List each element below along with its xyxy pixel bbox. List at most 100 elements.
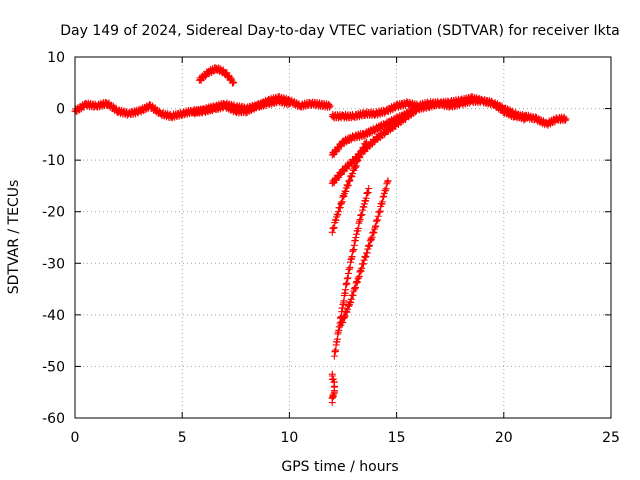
data-point-interp [353, 278, 361, 286]
y-tick-label: 10 [47, 50, 65, 66]
data-point-interp [356, 154, 364, 162]
data-points [71, 64, 570, 407]
x-tick-label: 20 [495, 430, 513, 446]
series-track-outliers [328, 370, 338, 407]
y-tick-label: -20 [42, 205, 65, 221]
data-point-interp [342, 187, 350, 195]
data-point-interp [364, 189, 372, 197]
data-point-interp [285, 100, 293, 108]
data-point [328, 370, 336, 378]
data-point-interp [361, 253, 369, 261]
data-point-interp [363, 249, 371, 257]
x-tick-label: 5 [178, 430, 187, 446]
data-point [326, 102, 334, 110]
data-point-interp [372, 217, 380, 225]
data-point-interp [360, 260, 368, 268]
data-point-interp [362, 252, 370, 260]
data-point-interp [326, 103, 334, 111]
data-point-interp [374, 216, 382, 224]
data-point-interp [356, 217, 364, 225]
series-track-baseline-early [71, 93, 334, 122]
data-point [521, 115, 529, 123]
y-tick-label: -30 [42, 256, 65, 272]
data-point-interp [343, 308, 351, 316]
data-point-interp [337, 142, 345, 150]
data-point-interp [356, 268, 364, 276]
data-point-interp [382, 185, 390, 193]
data-point-interp [362, 194, 370, 202]
data-point-interp [521, 114, 529, 122]
data-point-interp [337, 199, 345, 207]
y-axis-label: SDTVAR / TECUs [6, 180, 22, 295]
data-point-interp [365, 242, 373, 250]
data-point-interp [344, 181, 352, 189]
data-point-interp [351, 285, 359, 293]
data-point-interp [372, 222, 380, 230]
data-point-interp [334, 208, 342, 216]
data-point-interp [366, 241, 374, 249]
data-point-interp [355, 272, 363, 280]
data-point [380, 192, 388, 200]
data-point-interp [348, 173, 356, 181]
data-point-interp [368, 233, 376, 241]
data-point-interp [376, 207, 384, 215]
series-track-plunge-1 [328, 138, 371, 236]
data-point-interp [561, 116, 569, 124]
data-point-interp [345, 302, 353, 310]
data-point-interp [359, 206, 367, 214]
data-point-interp [337, 170, 345, 178]
data-point-interp [363, 189, 371, 197]
y-tick-label: -50 [42, 359, 65, 375]
series-track-plunge-3 [337, 177, 392, 329]
data-point [384, 177, 392, 185]
data-point-interp [355, 274, 363, 282]
data-point-interp [348, 170, 356, 178]
data-point-interp [383, 178, 391, 186]
data-point-interp [350, 284, 358, 292]
x-tick-label: 15 [388, 430, 406, 446]
data-point-interp [362, 197, 370, 205]
data-point-interp [344, 182, 352, 190]
data-point-interp [341, 312, 349, 320]
data-point-interp [352, 279, 360, 287]
data-point-interp [370, 229, 378, 237]
data-point-interp [358, 264, 366, 272]
data-point-interp [330, 224, 338, 232]
data-point-interp [229, 78, 237, 86]
data-point-interp [358, 211, 366, 219]
data-point-interp [354, 224, 362, 232]
data-point-interp [362, 141, 370, 149]
data-point [562, 115, 570, 123]
data-point-interp [346, 176, 354, 184]
data-point-interp [330, 223, 338, 231]
data-point-interp [360, 203, 368, 211]
series-track-hump [195, 64, 238, 87]
x-tick-label: 0 [71, 430, 80, 446]
data-point-interp [145, 101, 153, 109]
data-point-interp [367, 235, 375, 243]
x-tick-label: 25 [602, 430, 620, 446]
data-point-interp [347, 299, 355, 307]
data-point-interp [339, 318, 347, 326]
y-tick-label: -40 [42, 308, 65, 324]
data-point-interp [339, 193, 347, 201]
plot-frame [74, 56, 612, 419]
y-tick-label: 0 [56, 102, 65, 118]
data-point-interp [334, 211, 342, 219]
data-point-interp [349, 291, 357, 299]
data-point [365, 185, 373, 193]
data-point-interp [352, 163, 360, 171]
x-axis-label: GPS time / hours [281, 459, 398, 475]
data-point-interp [383, 180, 391, 188]
data-point [360, 200, 368, 208]
data-point-interp [352, 230, 360, 238]
y-tick-label: -10 [42, 153, 65, 169]
data-point-interp [352, 283, 360, 291]
y-tick-label: -60 [42, 411, 65, 427]
data-point-interp [341, 314, 349, 322]
data-point [352, 234, 360, 241]
data-point-interp [332, 216, 340, 224]
data-point [230, 79, 238, 87]
x-tick-label: 10 [280, 430, 298, 446]
